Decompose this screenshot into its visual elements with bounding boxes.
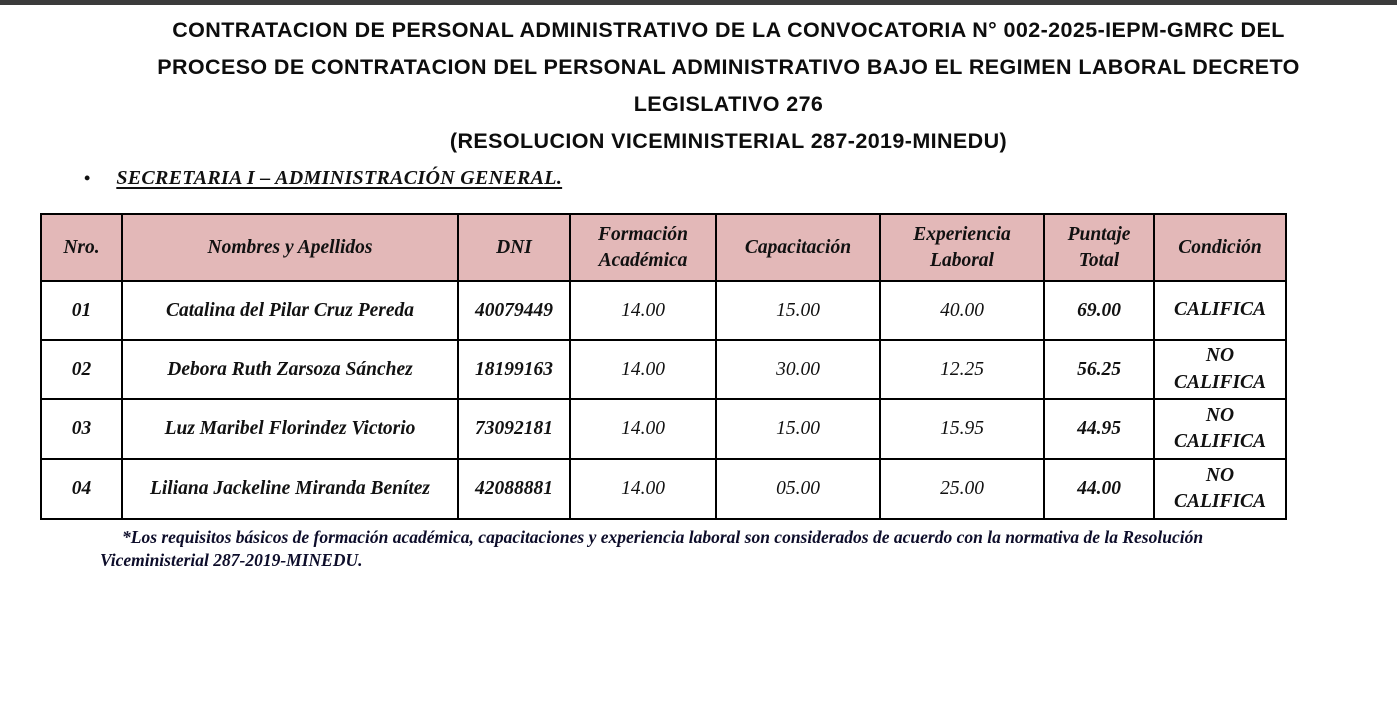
cell-formacion: 14.00 — [569, 398, 717, 460]
title-line-2: PROCESO DE CONTRATACION DEL PERSONAL ADM… — [157, 55, 1300, 79]
cell-capacitacion: 15.00 — [715, 398, 881, 460]
cell-condicion: NO CALIFICA — [1153, 398, 1287, 460]
cell-dni: 18199163 — [457, 339, 571, 400]
column-header-dni: DNI — [457, 213, 571, 282]
cell-nombres: Catalina del Pilar Cruz Pereda — [121, 280, 459, 341]
cell-capacitacion: 15.00 — [715, 280, 881, 341]
cell-formacion: 14.00 — [569, 458, 717, 520]
cell-nro: 01 — [40, 280, 123, 341]
column-header-experiencia: Experiencia Laboral — [879, 213, 1045, 282]
cell-experiencia: 25.00 — [879, 458, 1045, 520]
cell-dni: 40079449 — [457, 280, 571, 341]
cell-nombres: Debora Ruth Zarsoza Sánchez — [121, 339, 459, 400]
results-table: Nro. Nombres y Apellidos DNI Formación A… — [40, 213, 1287, 520]
title-line-4: (RESOLUCION VICEMINISTERIAL 287-2019-MIN… — [449, 129, 1008, 153]
cell-formacion: 14.00 — [569, 280, 717, 341]
table-row: 01 Catalina del Pilar Cruz Pereda 400794… — [40, 280, 1287, 341]
cell-nro: 04 — [40, 458, 123, 520]
document-title: CONTRATACION DE PERSONAL ADMINISTRATIVO … — [60, 12, 1397, 160]
cell-puntaje: 44.95 — [1043, 398, 1155, 460]
cell-nro: 03 — [40, 398, 123, 460]
cell-condicion: CALIFICA — [1153, 280, 1287, 341]
cell-dni: 42088881 — [457, 458, 571, 520]
section-heading: • SECRETARIA I – ADMINISTRACIÓN GENERAL. — [84, 167, 562, 190]
cell-experiencia: 40.00 — [879, 280, 1045, 341]
cell-puntaje: 69.00 — [1043, 280, 1155, 341]
cell-nombres: Luz Maribel Florindez Victorio — [121, 398, 459, 460]
cell-capacitacion: 30.00 — [715, 339, 881, 400]
cell-experiencia: 15.95 — [879, 398, 1045, 460]
cell-dni: 73092181 — [457, 398, 571, 460]
column-header-formacion: Formación Académica — [569, 213, 717, 282]
cell-puntaje: 44.00 — [1043, 458, 1155, 520]
cell-nombres: Liliana Jackeline Miranda Benítez — [121, 458, 459, 520]
page-top-edge-bar — [0, 0, 1397, 5]
cell-formacion: 14.00 — [569, 339, 717, 400]
column-header-nro: Nro. — [40, 213, 123, 282]
column-header-capacitacion: Capacitación — [715, 213, 881, 282]
cell-nro: 02 — [40, 339, 123, 400]
table-header-row: Nro. Nombres y Apellidos DNI Formación A… — [40, 213, 1287, 282]
title-line-1: CONTRATACION DE PERSONAL ADMINISTRATIVO … — [172, 18, 1285, 42]
column-header-puntaje: Puntaje Total — [1043, 213, 1155, 282]
cell-puntaje: 56.25 — [1043, 339, 1155, 400]
cell-experiencia: 12.25 — [879, 339, 1045, 400]
cell-condicion: NO CALIFICA — [1153, 339, 1287, 400]
title-line-3: LEGISLATIVO 276 — [633, 92, 824, 116]
footnote: *Los requisitos básicos de formación aca… — [100, 527, 1204, 570]
cell-capacitacion: 05.00 — [715, 458, 881, 520]
bullet-icon: • — [84, 168, 91, 188]
table-row: 04 Liliana Jackeline Miranda Benítez 420… — [40, 458, 1287, 520]
cell-condicion: NO CALIFICA — [1153, 458, 1287, 520]
table-row: 02 Debora Ruth Zarsoza Sánchez 18199163 … — [40, 339, 1287, 400]
table-row: 03 Luz Maribel Florindez Victorio 730921… — [40, 398, 1287, 460]
column-header-nombres: Nombres y Apellidos — [121, 213, 459, 282]
section-heading-text: SECRETARIA I – ADMINISTRACIÓN GENERAL. — [116, 167, 563, 189]
column-header-condicion: Condición — [1153, 213, 1287, 282]
